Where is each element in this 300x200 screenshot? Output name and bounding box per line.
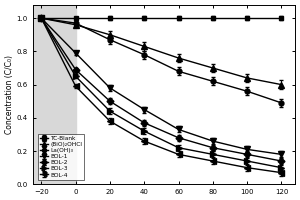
Legend: TC-Blank, (BiO)₂OHCl, La(OH)₃, BOL-1, BOL-2, BOL-3, BOL-4: TC-Blank, (BiO)₂OHCl, La(OH)₃, BOL-1, BO… [38, 134, 84, 180]
Y-axis label: Concentration (C/C₀): Concentration (C/C₀) [5, 55, 14, 134]
Bar [33, 5, 76, 184]
